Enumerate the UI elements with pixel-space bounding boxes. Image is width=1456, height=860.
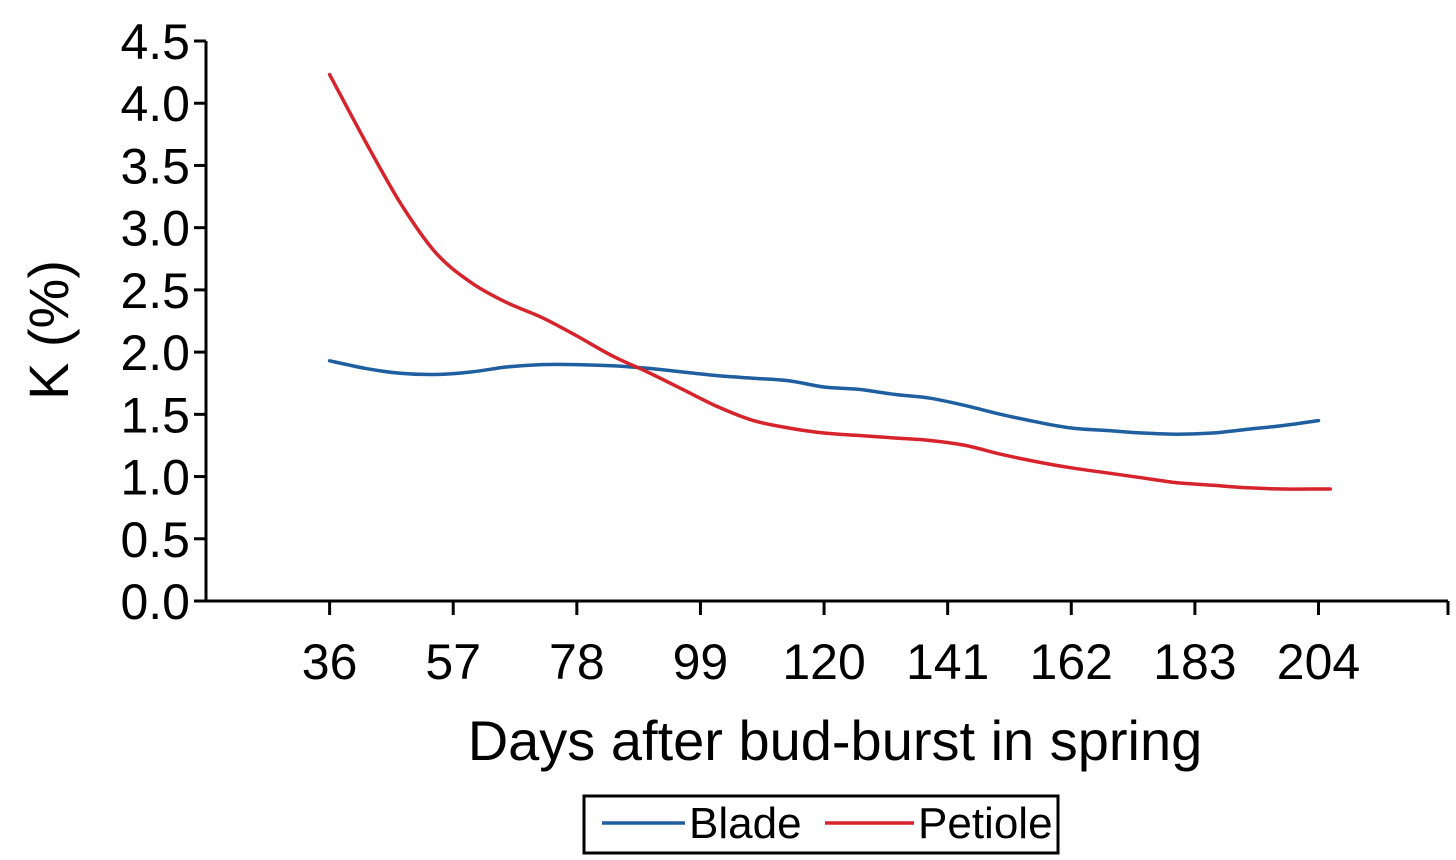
axis-ticks: 0.0 0.5 1.0 1.5 2.0 2.5 3.0 3.5 4.0 4.5 36 57 78 99 12… <box>120 14 1450 690</box>
x-tick-label: 204 <box>1277 634 1360 690</box>
series-line-blade <box>327 359 1321 436</box>
y-axis-title: K (%) <box>17 260 80 400</box>
series-line-petiole <box>327 72 1333 491</box>
x-tick-label: 141 <box>906 634 989 690</box>
y-tick-label: 2.0 <box>120 325 190 381</box>
x-tick-label: 162 <box>1030 634 1113 690</box>
y-tick-label: 1.0 <box>120 450 190 506</box>
x-tick-label: 36 <box>302 634 358 690</box>
series-lines <box>327 72 1333 491</box>
x-tick-label: 78 <box>549 634 605 690</box>
x-axis-title: Days after bud-burst in spring <box>468 709 1203 772</box>
y-tick-label: 4.0 <box>120 76 190 132</box>
y-tick-label: 0.5 <box>120 512 190 568</box>
x-tick-label: 120 <box>782 634 865 690</box>
y-tick-label: 3.0 <box>120 201 190 257</box>
legend-label-petiole: Petiole <box>918 799 1053 848</box>
y-tick-label: 1.5 <box>120 387 190 443</box>
x-tick-label: 57 <box>425 634 481 690</box>
legend-label-blade: Blade <box>689 799 802 848</box>
axes <box>204 41 1448 603</box>
legend: Blade Petiole <box>582 794 1060 855</box>
y-tick-label: 0.0 <box>120 574 190 630</box>
x-tick-label: 183 <box>1153 634 1236 690</box>
y-tick-label: 3.5 <box>120 138 190 194</box>
y-tick-label: 4.5 <box>120 14 190 70</box>
x-tick-label: 99 <box>673 634 729 690</box>
y-tick-label: 2.5 <box>120 263 190 319</box>
